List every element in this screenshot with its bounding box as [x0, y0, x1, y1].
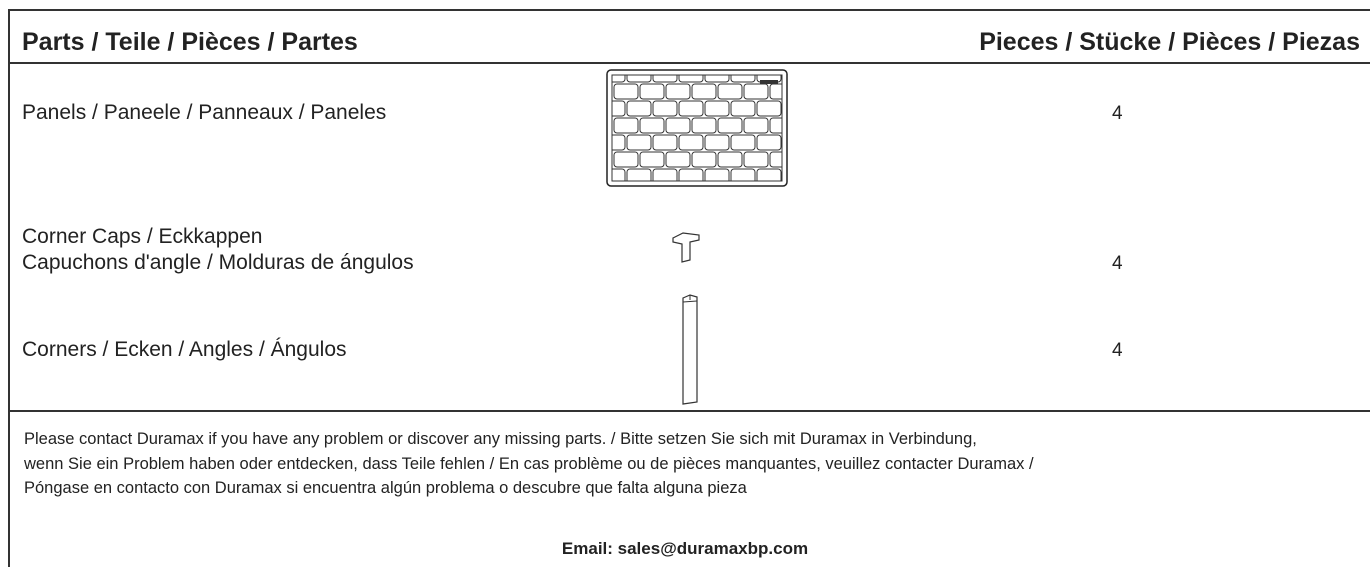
part-label: Panels / Paneele / Panneaux / Paneles: [22, 101, 387, 124]
part-label: Capuchons d'angle / Molduras de ángulos: [22, 251, 414, 274]
part-label: Corners / Ecken / Angles / Ángulos: [22, 338, 347, 361]
notice-line: Please contact Duramax if you have any p…: [24, 430, 977, 448]
count: 4: [1112, 253, 1123, 274]
notice-line: wenn Sie ein Problem haben oder entdecke…: [24, 455, 1034, 473]
email: Email: sales@duramaxbp.com: [561, 539, 809, 558]
header-rule: [8, 62, 1370, 64]
panel-illustration: [606, 69, 788, 187]
border-left: [8, 9, 10, 567]
corner-cap-illustration: [672, 232, 700, 263]
count: 4: [1112, 103, 1123, 124]
pieces-heading: Pieces / Stücke / Pièces / Piezas: [979, 28, 1360, 56]
border-top: [8, 9, 1370, 11]
footer-rule: [8, 410, 1370, 412]
count: 4: [1112, 340, 1123, 361]
corner-illustration: [682, 294, 698, 405]
part-label: Corner Caps / Eckkappen: [22, 225, 263, 248]
parts-heading: Parts / Teile / Pièces / Partes: [22, 28, 358, 56]
notice-line: Póngase en contacto con Duramax si encue…: [24, 479, 747, 497]
